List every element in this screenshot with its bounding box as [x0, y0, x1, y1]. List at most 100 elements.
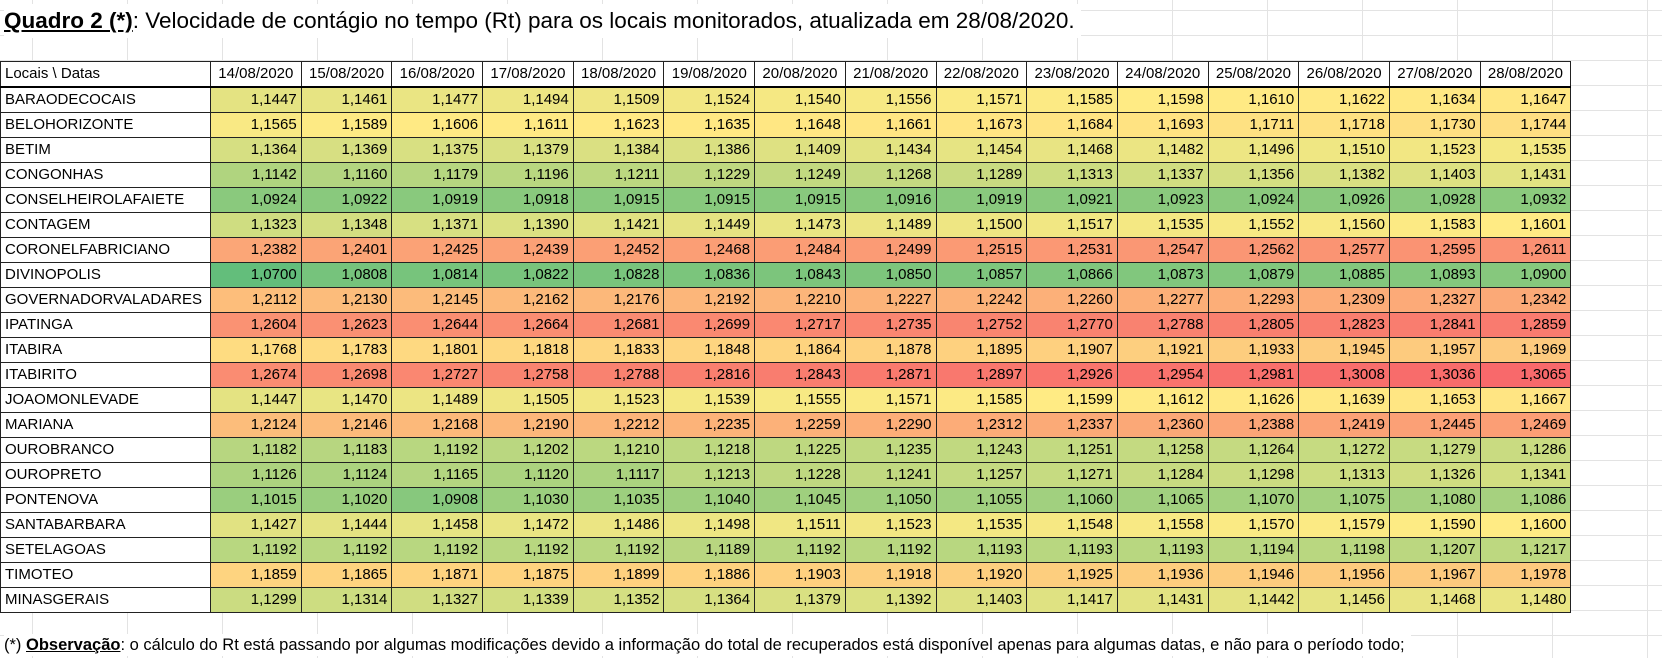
rt-value-cell: 1,1661	[844, 112, 937, 138]
rt-value-cell: 1,0922	[300, 187, 393, 213]
rt-value-cell: 1,1864	[754, 337, 846, 363]
corner-header: Locais \ Datas	[0, 61, 211, 88]
location-name: MINASGERAIS	[0, 587, 211, 613]
rt-value-cell: 1,2327	[1388, 287, 1481, 313]
rt-value-cell: 1,1371	[391, 212, 484, 238]
rt-value-cell: 1,1496	[1207, 137, 1300, 163]
location-name: JOAOMONLEVADE	[0, 387, 211, 413]
rt-value-cell: 1,2452	[572, 237, 665, 263]
rt-value-cell: 1,1560	[1298, 212, 1390, 238]
rt-value-cell: 1,1228	[754, 462, 846, 488]
table-title: Quadro 2 (*): Velocidade de contágio no …	[4, 4, 1081, 38]
rt-value-cell: 1,0850	[844, 262, 937, 288]
rt-value-cell: 1,1379	[754, 587, 846, 613]
rt-value-cell: 1,1207	[1388, 537, 1481, 563]
rt-value-cell: 1,1117	[572, 462, 665, 488]
rt-value-cell: 1,2212	[572, 412, 665, 438]
rt-value-cell: 1,1565	[210, 112, 302, 138]
location-name: OUROBRANCO	[0, 437, 211, 463]
rt-value-cell: 1,1711	[1207, 112, 1300, 138]
table-row: TIMOTEO 1,1859 1,1865 1,1871 1,1875 1,1899 1,1…	[0, 562, 1572, 588]
note-label: Observação	[26, 636, 121, 654]
table-row: SANTABARBARA 1,1427 1,1444 1,1458 1,1472 1,14…	[0, 512, 1572, 538]
rt-value-cell: 1,1286	[1479, 437, 1572, 463]
rt-value-cell: 1,1392	[844, 587, 937, 613]
footnote: (*) Observação: o cálculo do Rt está pas…	[4, 634, 1411, 656]
rt-value-cell: 1,1590	[1388, 512, 1481, 538]
rt-value-cell: 1,1606	[391, 112, 484, 138]
rt-value-cell: 1,1447	[210, 387, 302, 413]
rt-value-cell: 1,1540	[754, 86, 846, 113]
rt-value-cell: 1,2735	[844, 312, 937, 338]
rt-value-cell: 1,1957	[1388, 337, 1481, 363]
rt-value-cell: 1,2260	[1026, 287, 1118, 313]
rt-value-cell: 1,0916	[844, 187, 937, 213]
rt-value-cell: 1,1848	[663, 337, 756, 363]
rt-value-cell: 1,2623	[300, 312, 393, 338]
rt-value-cell: 1,1431	[1479, 162, 1572, 188]
note-text: : o cálculo do Rt está passando por algu…	[120, 636, 1405, 654]
rt-value-cell: 1,1489	[844, 212, 937, 238]
rt-value-cell: 1,2112	[210, 287, 302, 313]
rt-value-cell: 1,2717	[754, 312, 846, 338]
rt-value-cell: 1,0873	[1116, 262, 1209, 288]
rt-value-cell: 1,1189	[663, 537, 756, 563]
rt-value-cell: 1,1257	[935, 462, 1028, 488]
rt-value-cell: 1,1323	[210, 212, 302, 238]
rt-value-cell: 1,1364	[663, 587, 756, 613]
rt-value-cell: 1,1375	[391, 137, 484, 163]
rt-value-cell: 1,1903	[754, 562, 846, 588]
rt-value-cell: 1,0893	[1388, 262, 1481, 288]
rt-value-cell: 1,2277	[1116, 287, 1209, 313]
rt-value-cell: 1,0915	[754, 187, 846, 213]
rt-value-cell: 1,2816	[663, 362, 756, 388]
rt-value-cell: 1,1193	[1026, 537, 1118, 563]
rt-value-cell: 1,1556	[844, 86, 937, 113]
rt-table: Locais \ Datas 14/08/2020 15/08/2020 16/08…	[0, 61, 1572, 613]
table-row: PONTENOVA 1,1015 1,1020 1,0908 1,1030 1,1035 1…	[0, 487, 1572, 513]
date-header: 28/08/2020	[1479, 61, 1572, 88]
rt-value-cell: 1,2843	[754, 362, 846, 388]
rt-value-cell: 1,2727	[391, 362, 484, 388]
location-name: GOVERNADORVALADARES	[0, 287, 211, 313]
rt-value-cell: 1,1570	[1207, 512, 1300, 538]
rt-value-cell: 1,2547	[1116, 237, 1209, 263]
rt-value-cell: 1,2425	[391, 237, 484, 263]
location-name: BELOHORIZONTE	[0, 112, 211, 138]
rt-value-cell: 1,1251	[1026, 437, 1118, 463]
rt-value-cell: 1,0808	[300, 262, 393, 288]
rt-value-cell: 1,1229	[663, 162, 756, 188]
rt-value-cell: 1,1086	[1479, 487, 1572, 513]
rt-value-cell: 1,2259	[754, 412, 846, 438]
table-row: OUROPRETO 1,1126 1,1124 1,1165 1,1120 1,1117 1…	[0, 462, 1572, 488]
rt-value-cell: 1,2419	[1298, 412, 1390, 438]
rt-value-cell: 1,1182	[210, 437, 302, 463]
rt-value-cell: 1,1218	[663, 437, 756, 463]
location-name: DIVINOPOLIS	[0, 262, 211, 288]
rt-value-cell: 1,1718	[1298, 112, 1390, 138]
rt-value-cell: 1,0923	[1116, 187, 1209, 213]
rt-value-cell: 1,1060	[1026, 487, 1118, 513]
table-row: OUROBRANCO 1,1182 1,1183 1,1192 1,1202 1,1210…	[0, 437, 1572, 463]
location-name: CONTAGEM	[0, 212, 211, 238]
date-header: 17/08/2020	[482, 61, 574, 88]
rt-value-cell: 1,1523	[1388, 137, 1481, 163]
rt-value-cell: 1,1020	[300, 487, 393, 513]
location-name: CONGONHAS	[0, 162, 211, 188]
rt-value-cell: 1,1489	[391, 387, 484, 413]
rt-value-cell: 1,1213	[663, 462, 756, 488]
rt-value-cell: 1,2242	[935, 287, 1028, 313]
rt-value-cell: 1,1454	[935, 137, 1028, 163]
rt-value-cell: 1,1348	[300, 212, 393, 238]
date-header: 24/08/2020	[1116, 61, 1209, 88]
table-row: CONSELHEIROLAFAIETE 1,0924 1,0922 1,0919 1,0…	[0, 187, 1572, 213]
rt-value-cell: 1,1339	[482, 587, 574, 613]
rt-value-cell: 1,1444	[300, 512, 393, 538]
rt-value-cell: 1,1684	[1026, 112, 1118, 138]
rt-value-cell: 1,2562	[1207, 237, 1300, 263]
rt-value-cell: 1,1768	[210, 337, 302, 363]
rt-value-cell: 1,1040	[663, 487, 756, 513]
rt-value-cell: 1,1956	[1298, 562, 1390, 588]
rt-value-cell: 1,1403	[1388, 162, 1481, 188]
note-prefix: (*)	[4, 636, 26, 654]
